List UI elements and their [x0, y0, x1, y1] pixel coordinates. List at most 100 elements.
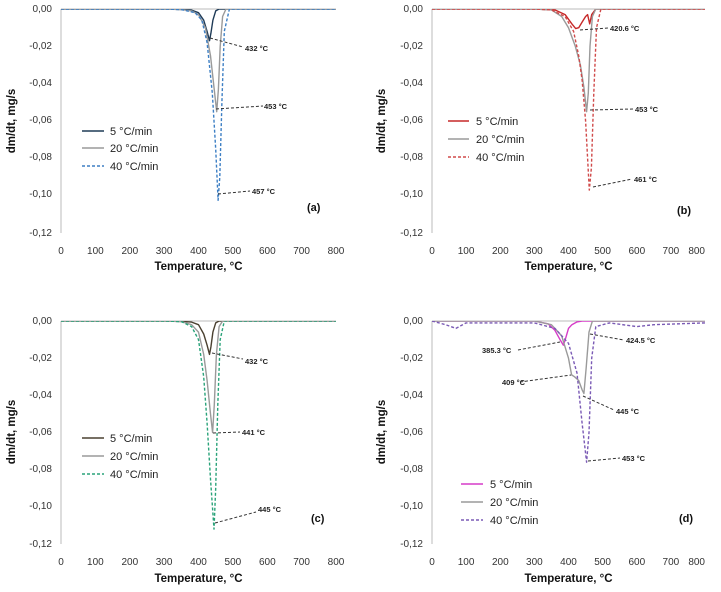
- panel-b-xtick-6: 600: [628, 246, 645, 257]
- annotation-leader: [212, 431, 241, 434]
- panel-b-xtick-5: 500: [594, 246, 611, 257]
- panel-d-xtick-1: 100: [458, 557, 475, 568]
- panel-d-legend-5cmin: 5 °C/min: [490, 479, 532, 491]
- panel-b-annot-461: 461 °C: [634, 175, 658, 184]
- panel-a-xtick-5: 500: [225, 246, 242, 257]
- panel-d-annot-409: 409 °C: [502, 378, 526, 387]
- panel-a-series-40cmin: [61, 9, 336, 201]
- panel-a-series-5cmin: [61, 9, 336, 42]
- panel-a-annot-453: 453 °C: [264, 102, 288, 111]
- panel-a-xtick-1: 100: [87, 246, 104, 257]
- panel-a-ytick-5: -0,10: [29, 189, 52, 200]
- annotation-leader: [589, 108, 634, 111]
- panel-b-xtick-1: 100: [458, 246, 475, 257]
- panel-b-xtick-4: 400: [560, 246, 577, 257]
- panel-d-xtick-7: 700: [663, 557, 680, 568]
- panel-d-ytick-0: 0,00: [404, 316, 424, 327]
- panel-a: 0,00 -0,02 -0,04 -0,06 -0,08 -0,10 -0,12…: [6, 4, 345, 273]
- panel-d-series-40cmin: [432, 321, 705, 463]
- panel-c-ytick-1: -0,02: [29, 353, 52, 364]
- panel-c-xticks: 0 100 200 300 400 500 600 700 800: [58, 557, 345, 568]
- panel-a-ytick-2: -0,04: [29, 78, 52, 89]
- panel-d-annot-3853: 385.3 °C: [482, 346, 512, 355]
- panel-c-series-20cmin: [61, 321, 336, 434]
- panel-a-legend-20cmin: 20 °C/min: [110, 143, 158, 155]
- annotation-leader: [579, 27, 609, 31]
- panel-b-xtick-0: 0: [429, 246, 435, 257]
- panel-c-annotations: 432 °C 441 °C 445 °C: [211, 352, 282, 524]
- panel-c-xtick-2: 200: [121, 557, 138, 568]
- panel-c-annot-445: 445 °C: [258, 505, 282, 514]
- panel-b-ytick-5: -0,10: [400, 189, 423, 200]
- panel-b-ytick-0: 0,00: [404, 4, 424, 15]
- panel-b-ytick-3: -0,06: [400, 115, 423, 126]
- panel-a-annot-432: 432 °C: [245, 44, 269, 53]
- panel-d-legend: 5 °C/min 20 °C/min 40 °C/min: [461, 479, 538, 527]
- annotation-leader: [517, 341, 561, 351]
- panel-a-xtick-7: 700: [293, 246, 310, 257]
- panel-d-xtick-6: 600: [628, 557, 645, 568]
- panel-d-tag: (d): [679, 513, 693, 525]
- panel-d-legend-40cmin: 40 °C/min: [490, 515, 538, 527]
- panel-a-xtick-4: 400: [190, 246, 207, 257]
- panel-a-ytick-3: -0,06: [29, 115, 52, 126]
- panel-b-annot-4206: 420.6 °C: [610, 24, 640, 33]
- panel-b-series-40cmin: [432, 9, 705, 191]
- annotation-leader: [582, 395, 615, 411]
- panel-d-annot-453: 453 °C: [622, 454, 646, 463]
- panel-c-xtick-1: 100: [87, 557, 104, 568]
- panel-b-tag: (b): [677, 205, 691, 217]
- panel-b-xtick-8: 800: [688, 246, 705, 257]
- panel-b-legend: 5 °C/min 20 °C/min 40 °C/min: [448, 116, 524, 164]
- annotation-leader: [214, 511, 257, 524]
- panel-b-yticks: 0,00 -0,02 -0,04 -0,06 -0,08 -0,10 -0,12: [400, 4, 423, 239]
- panel-c-xtick-5: 500: [225, 557, 242, 568]
- panel-c-annot-432: 432 °C: [245, 357, 269, 366]
- panel-b-annotations: 420.6 °C 453 °C 461 °C: [579, 24, 659, 188]
- panel-b-xlabel: Temperature, °C: [524, 261, 612, 273]
- panel-c-xlabel: Temperature, °C: [154, 573, 242, 585]
- annotation-leader: [215, 105, 264, 110]
- panel-a-ytick-0: 0,00: [33, 4, 53, 15]
- panel-b: 0,00 -0,02 -0,04 -0,06 -0,08 -0,10 -0,12…: [376, 4, 705, 273]
- panel-a-yticks: 0,00 -0,02 -0,04 -0,06 -0,08 -0,10 -0,12: [29, 4, 52, 239]
- panel-c-ytick-3: -0,06: [29, 427, 52, 438]
- annotation-leader: [589, 333, 625, 341]
- panel-a-xtick-8: 800: [328, 246, 345, 257]
- panel-c-ylabel: dm/dt, mg/s: [6, 400, 18, 465]
- panel-c-xtick-4: 400: [190, 557, 207, 568]
- panel-d-ytick-2: -0,04: [400, 390, 423, 401]
- panel-d-xticks: 0 100 200 300 400 500 600 700 800: [429, 557, 705, 568]
- annotation-leader: [217, 190, 251, 195]
- panel-a-xticks: 0 100 200 300 400 500 600 700 800: [58, 246, 345, 257]
- panel-d-xtick-5: 500: [594, 557, 611, 568]
- annotation-leader: [587, 457, 621, 462]
- panel-c-xtick-7: 700: [293, 557, 310, 568]
- panel-b-ytick-2: -0,04: [400, 78, 423, 89]
- panel-c-series-40cmin: [61, 321, 336, 530]
- panel-b-xtick-7: 700: [663, 246, 680, 257]
- panel-a-series-20cmin: [61, 9, 336, 113]
- panel-d-legend-20cmin: 20 °C/min: [490, 497, 538, 509]
- panel-b-annot-453: 453 °C: [635, 105, 659, 114]
- panel-a-legend-40cmin: 40 °C/min: [110, 161, 158, 173]
- panel-b-xtick-3: 300: [526, 246, 543, 257]
- panel-d: 0,00 -0,02 -0,04 -0,06 -0,08 -0,10 -0,12…: [376, 316, 705, 585]
- panel-c-ytick-4: -0,08: [29, 464, 52, 475]
- panel-a-xtick-0: 0: [58, 246, 64, 257]
- panel-b-ytick-1: -0,02: [400, 41, 423, 52]
- panel-b-series-5cmin: [432, 9, 705, 30]
- panel-c-ytick-5: -0,10: [29, 501, 52, 512]
- panel-c-legend-20cmin: 20 °C/min: [110, 451, 158, 463]
- annotation-leader: [211, 352, 244, 360]
- panel-a-xtick-2: 200: [121, 246, 138, 257]
- panel-b-xticks: 0 100 200 300 400 500 600 700 800: [429, 246, 705, 257]
- panel-b-legend-40cmin: 40 °C/min: [476, 152, 524, 164]
- panel-d-ytick-5: -0,10: [400, 501, 423, 512]
- panel-d-xtick-4: 400: [560, 557, 577, 568]
- panel-c-ytick-6: -0,12: [29, 539, 52, 550]
- panel-a-ytick-4: -0,08: [29, 152, 52, 163]
- annotation-leader: [209, 37, 244, 48]
- panel-d-annot-445: 445 °C: [616, 407, 640, 416]
- panel-c-xtick-0: 0: [58, 557, 64, 568]
